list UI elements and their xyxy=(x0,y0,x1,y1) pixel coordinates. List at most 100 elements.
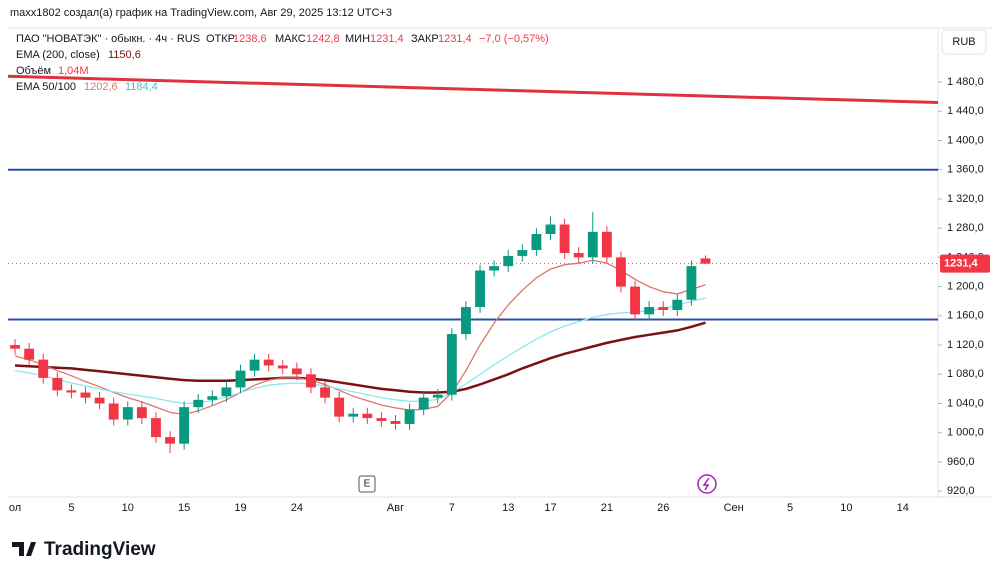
legend-ema-label: EMA 50/100 xyxy=(16,81,76,93)
candle-body xyxy=(517,250,528,256)
candle-body xyxy=(630,286,640,315)
ema-line xyxy=(14,321,706,394)
candle-body xyxy=(66,390,77,393)
last-price-label: 1231,4 xyxy=(944,258,979,270)
candle-body xyxy=(80,392,91,398)
y-tick-label: 960,0 xyxy=(947,456,975,468)
last-price-tag xyxy=(940,254,990,273)
ema-line xyxy=(14,259,706,416)
news-icon[interactable] xyxy=(697,474,717,494)
candle-body xyxy=(249,359,260,371)
candle-body xyxy=(672,299,683,310)
credit: maxx1802 создал(а) график на TradingView… xyxy=(10,7,392,19)
x-tick-label: 21 xyxy=(601,502,613,514)
x-tick-label: 7 xyxy=(449,502,455,514)
legend-open-label: ОТКР xyxy=(206,33,235,45)
candle-body xyxy=(334,397,345,417)
legend-ema200-label: EMA (200, close) xyxy=(16,49,100,61)
candle-body xyxy=(531,234,542,251)
candle-body xyxy=(306,374,316,388)
candle-body xyxy=(559,224,570,254)
candle-body xyxy=(10,345,20,349)
x-tick-label: 17 xyxy=(544,502,556,514)
legend-open: 1238,6 xyxy=(233,33,267,45)
legend-close: 1231,4 xyxy=(438,33,472,45)
candle-body xyxy=(390,421,401,424)
x-tick-label: 26 xyxy=(657,502,669,514)
candle-body xyxy=(700,258,711,264)
candle-body xyxy=(291,368,302,375)
x-tick-label: 10 xyxy=(122,502,134,514)
candle-body xyxy=(686,266,697,300)
candle-body xyxy=(503,255,514,267)
x-tick-label: 14 xyxy=(897,502,909,514)
candle-body xyxy=(418,397,429,410)
candle-body xyxy=(108,403,119,420)
event-marker[interactable] xyxy=(358,475,376,493)
y-tick-label: 1 120,0 xyxy=(947,339,984,351)
candle-body xyxy=(24,348,35,360)
legend-low: 1231,4 xyxy=(370,33,404,45)
candle-body xyxy=(489,266,500,271)
legend-volume-label: Объём xyxy=(16,65,51,77)
y-tick-label: 920,0 xyxy=(947,485,975,497)
x-tick-label: ол xyxy=(9,502,21,514)
candle-body xyxy=(165,437,175,444)
y-tick-label: 1 320,0 xyxy=(947,193,984,205)
y-tick-label: 1 000,0 xyxy=(947,427,984,439)
candle-body xyxy=(207,396,218,400)
ema-line xyxy=(14,297,706,405)
y-tick-label: 1 360,0 xyxy=(947,164,984,176)
candle-body xyxy=(587,231,598,258)
x-tick-label: 24 xyxy=(291,502,303,514)
x-tick-label: 10 xyxy=(840,502,852,514)
y-tick-label: 1 480,0 xyxy=(947,76,984,88)
candle-body xyxy=(432,394,443,398)
candle-body xyxy=(277,365,288,369)
legend-ema100: 1184,4 xyxy=(125,81,158,93)
candle-body xyxy=(94,397,105,404)
y-tick-label: 1 160,0 xyxy=(947,310,984,322)
x-tick-label: Сен xyxy=(724,502,744,514)
candle-body xyxy=(193,399,204,408)
logo-mark xyxy=(12,542,36,556)
candle-body xyxy=(122,407,133,420)
candle-body xyxy=(362,413,373,419)
candle-body xyxy=(235,370,246,388)
legend-close-label: ЗАКР xyxy=(411,33,439,45)
legend-change: −7,0 (−0,57%) xyxy=(479,33,549,45)
x-tick-label: 5 xyxy=(787,502,793,514)
candle-body xyxy=(446,334,457,395)
candle-body xyxy=(320,387,330,398)
legend-high: 1242,8 xyxy=(306,33,340,45)
candle-body xyxy=(52,377,63,391)
legend-volume: 1,04M xyxy=(58,65,89,77)
candle-body xyxy=(263,359,274,366)
legend-symbol: ПАО "НОВАТЭК" · обыкн. · 4ч · RUS xyxy=(16,33,200,45)
news-icon-bolt xyxy=(702,477,710,491)
candle-body xyxy=(404,409,415,424)
legend-ema50: 1202,6 xyxy=(84,81,118,93)
logo: TradingView xyxy=(12,539,156,560)
y-tick-label: 1 440,0 xyxy=(947,105,984,117)
x-tick-label: 15 xyxy=(178,502,190,514)
currency-label[interactable]: RUB xyxy=(952,36,975,48)
legend-high-label: МАКС xyxy=(275,33,306,45)
candle-body xyxy=(38,359,49,378)
x-tick-label: 13 xyxy=(502,502,514,514)
x-tick-label: Авг xyxy=(387,502,404,514)
candle-body xyxy=(348,413,359,417)
candle-body xyxy=(616,257,626,287)
currency-button[interactable] xyxy=(941,29,987,55)
legend-ema200: 1150,6 xyxy=(108,49,141,61)
y-tick-label: 1 280,0 xyxy=(947,222,984,234)
candle-body xyxy=(221,387,232,397)
y-tick-label: 1 200,0 xyxy=(947,281,984,293)
event-marker-label[interactable]: E xyxy=(364,479,371,490)
candle-body xyxy=(475,270,485,308)
y-tick-label: 1 080,0 xyxy=(947,368,984,380)
candle-body xyxy=(179,407,190,444)
candle-body xyxy=(658,307,669,310)
candle-body xyxy=(376,418,387,422)
